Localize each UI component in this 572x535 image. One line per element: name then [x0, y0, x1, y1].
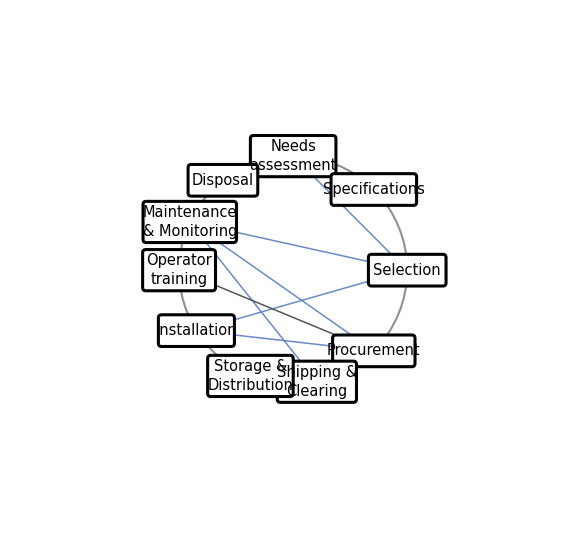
FancyBboxPatch shape [143, 201, 236, 242]
Text: Needs
assessment: Needs assessment [249, 139, 337, 173]
FancyBboxPatch shape [277, 361, 356, 402]
Text: Disposal: Disposal [192, 173, 254, 188]
FancyBboxPatch shape [331, 174, 416, 205]
Text: Maintenance
& Monitoring: Maintenance & Monitoring [142, 205, 237, 239]
FancyBboxPatch shape [208, 355, 293, 396]
Text: Specifications: Specifications [323, 182, 425, 197]
FancyBboxPatch shape [251, 135, 336, 177]
FancyBboxPatch shape [368, 254, 446, 286]
Text: Installation: Installation [156, 323, 237, 338]
FancyBboxPatch shape [158, 315, 235, 347]
Text: Shipping &
Clearing: Shipping & Clearing [277, 365, 357, 399]
Text: Procurement: Procurement [327, 343, 420, 358]
FancyBboxPatch shape [142, 249, 216, 291]
Text: Operator
training: Operator training [146, 254, 212, 287]
Text: Selection: Selection [374, 263, 441, 278]
FancyBboxPatch shape [333, 335, 415, 366]
Text: Storage &
Distribution: Storage & Distribution [208, 359, 293, 393]
FancyBboxPatch shape [188, 164, 258, 196]
